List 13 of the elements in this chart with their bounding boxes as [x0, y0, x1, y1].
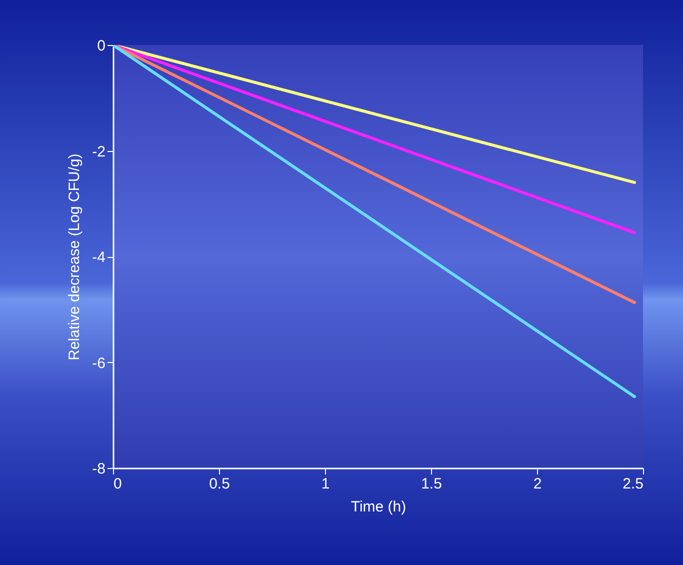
y-tick-label: 0 — [97, 38, 106, 54]
x-tick-label: 1.5 — [421, 476, 442, 492]
y-tick-label: -4 — [92, 249, 106, 266]
x-tick-label: 0 — [114, 476, 122, 492]
y-tick-label: -2 — [92, 143, 106, 160]
y-axis-title: Relative decrease (Log CFU/g) — [66, 154, 84, 360]
y-tick-label: -8 — [92, 460, 106, 478]
x-tick-label: 0.5 — [209, 476, 230, 492]
y-tick-label: -6 — [92, 354, 106, 372]
x-tick-label: 1 — [321, 476, 330, 492]
x-tick-label: 2.5 — [622, 476, 644, 492]
x-axis-title: Time (h) — [350, 498, 406, 516]
x-tick-label: 2 — [533, 476, 542, 492]
